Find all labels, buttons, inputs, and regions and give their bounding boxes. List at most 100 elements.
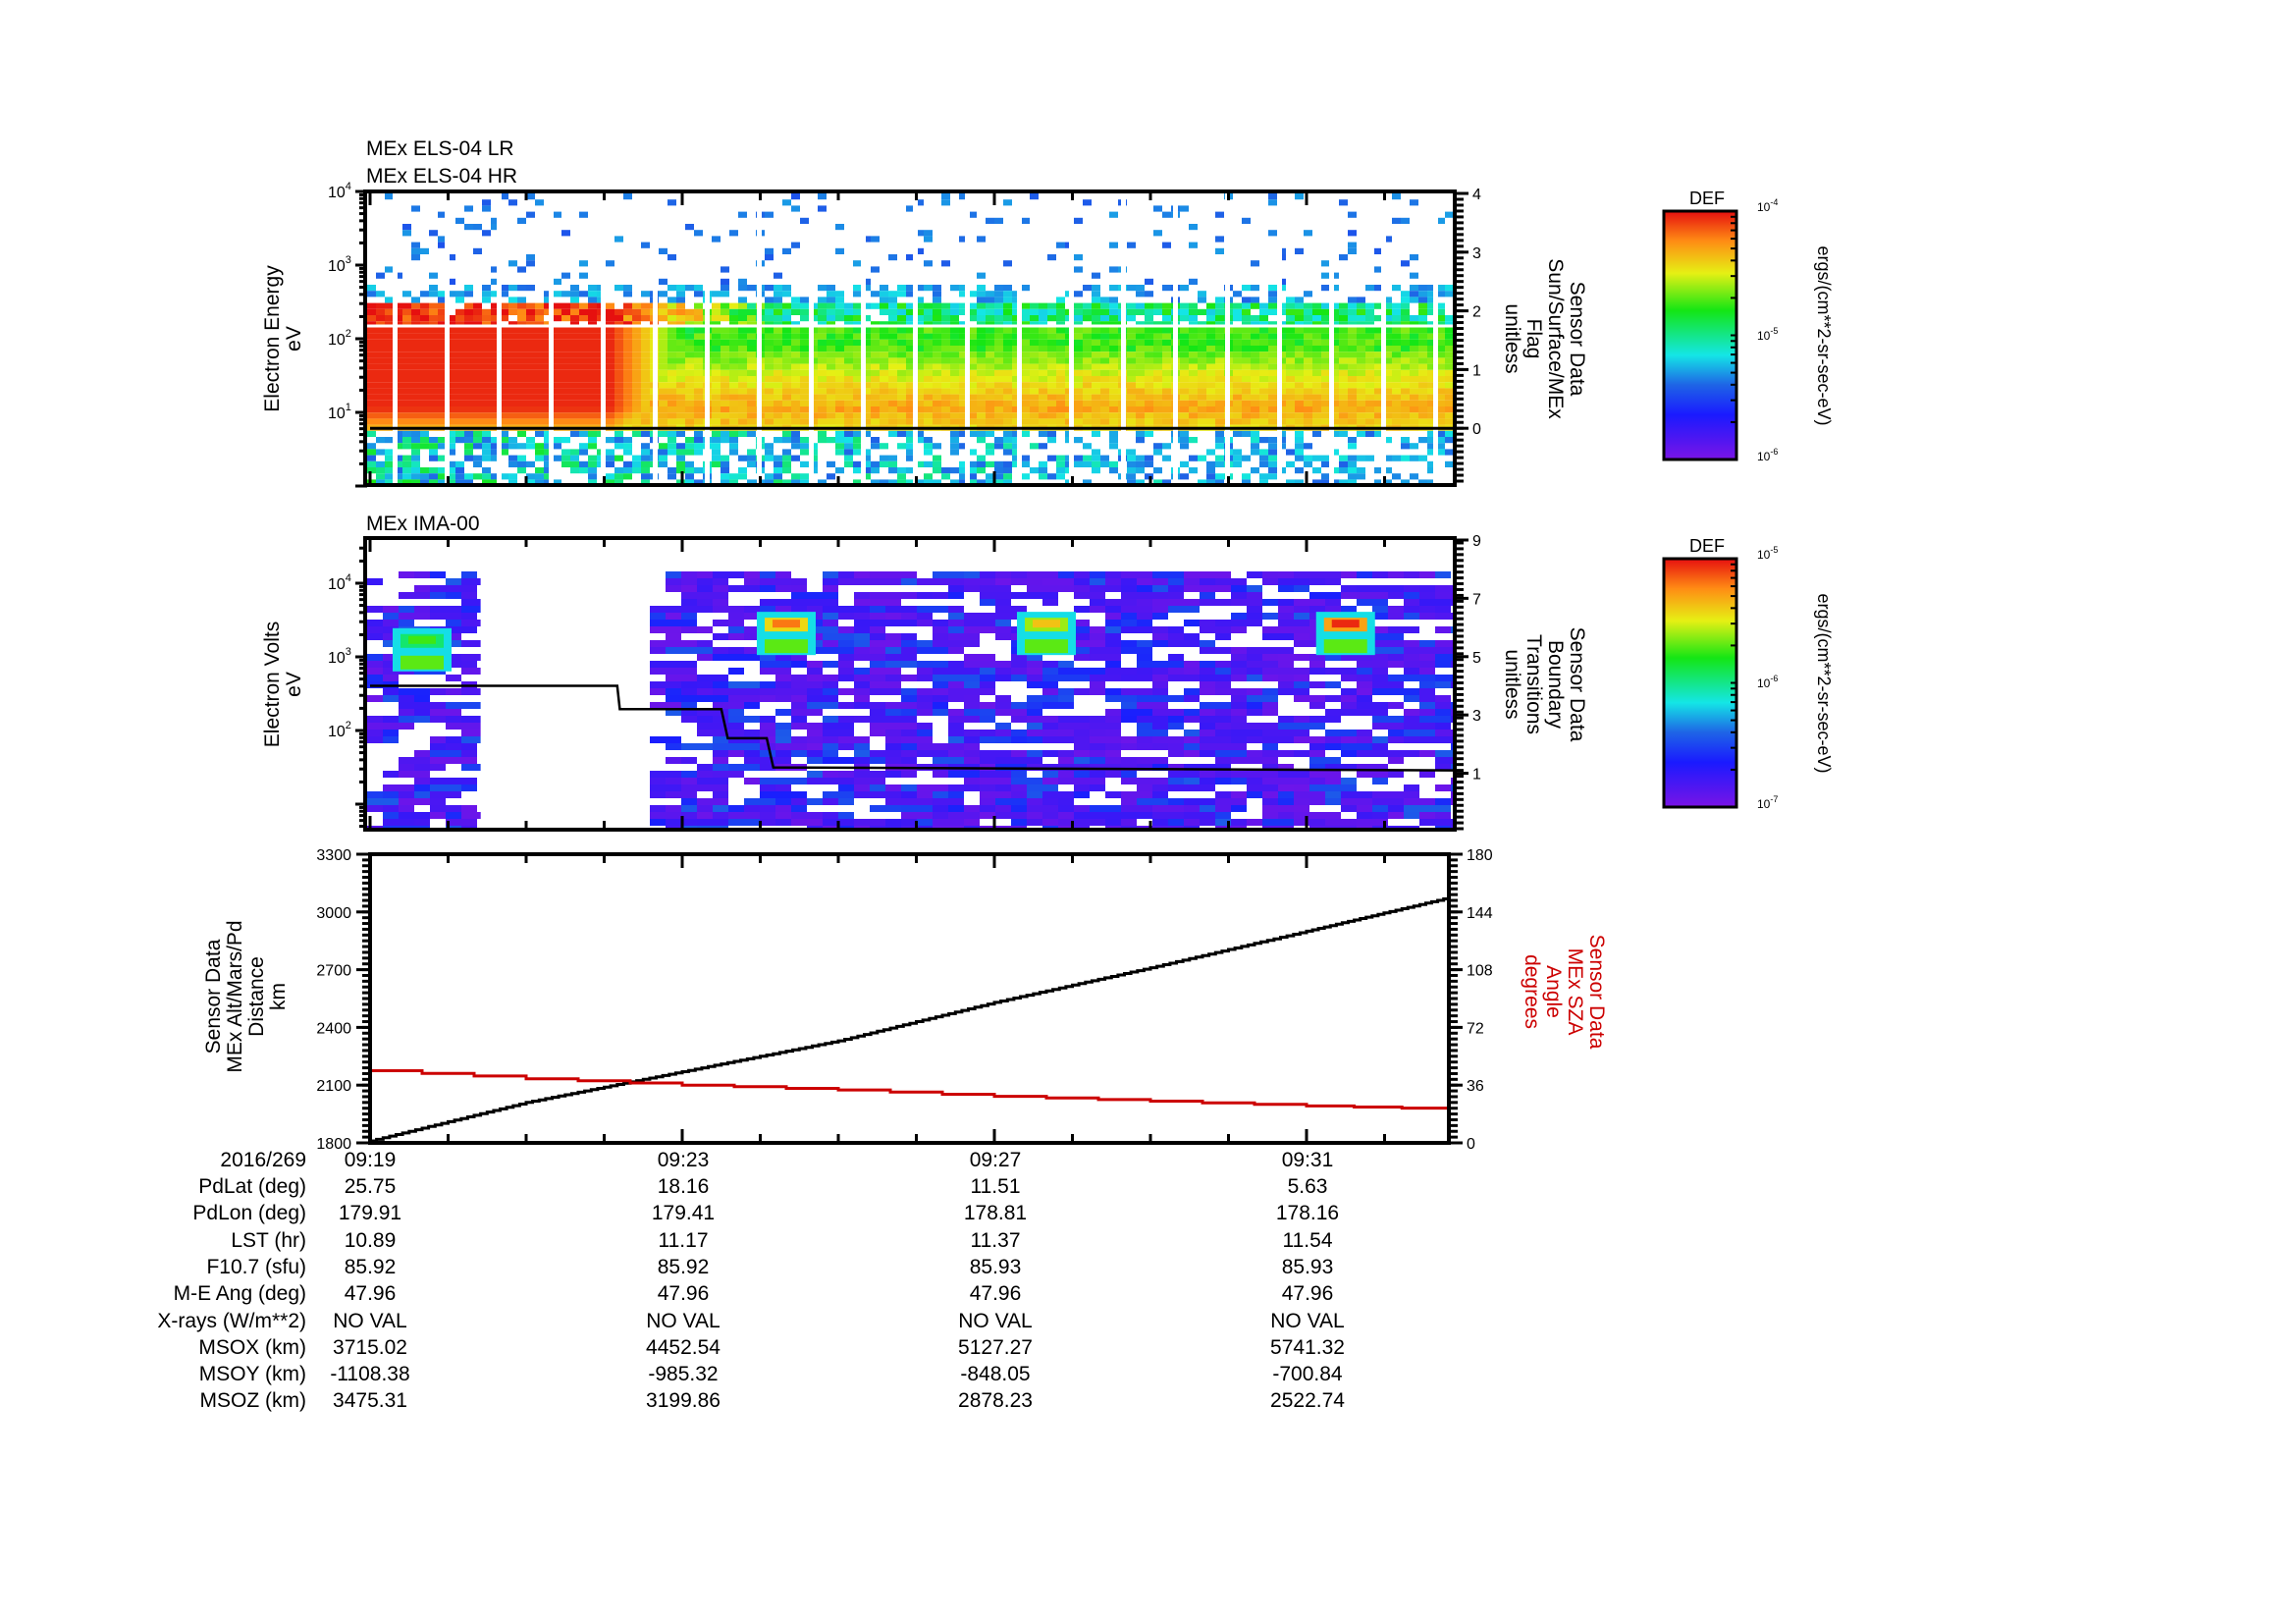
y-tick-label: 104 [328,572,351,593]
y2-tick-label: 7 [1472,591,1481,608]
colorbar-els-units: ergs/(cm**2-sr-sec-eV) [1814,245,1834,425]
ima-spectrogram [367,571,1453,829]
y2-tick-label: 144 [1467,905,1493,922]
ephemeris-row-label: MSOY (km) [198,1363,306,1386]
boundary-transitions-line [370,684,1454,772]
ephemeris-cell: 18.16 [657,1175,710,1198]
x-tick-label: 09:27 [969,1149,1022,1171]
ephemeris-row-label: MSOZ (km) [199,1389,306,1413]
els-spectrogram [367,193,1453,484]
middle-y2label-3: Transitions [1522,634,1545,734]
distance-and-sza-lines [371,897,1447,1141]
bottom-ylabel-3: Distance [245,956,268,1037]
ephemeris-cell: 85.92 [344,1255,397,1278]
middle-panel-ima: MEx IMA-00 102 103 104 1 3 5 7 9 Electron Volts… [261,513,1588,832]
top-panel-axes: 101 102 103 104 0 1 2 3 4 [328,181,1481,488]
colorbar-els: DEF 10-4 10-5 10-6 ergs/(cm**2-sr-sec-eV… [1662,189,1834,463]
ephemeris-cell: 85.93 [1281,1255,1334,1278]
middle-ylabel-2: eV [283,672,305,697]
ephemeris-cell: 11.17 [658,1228,709,1252]
y-tick-label: 103 [328,254,351,275]
top-ylabel-1: Electron Energy [261,265,284,412]
bottom-y2label-3: Angle [1542,965,1565,1018]
colorbar-ima-gradient [1662,557,1738,809]
ephemeris-cell: 3715.02 [333,1335,407,1359]
ephemeris-cell: 11.51 [970,1175,1021,1198]
y2-tick-label: 9 [1472,533,1481,550]
ephemeris-cell: 3475.31 [333,1389,407,1413]
ephemeris-cell: NO VAL [958,1309,1033,1332]
x-tick-label: 09:31 [1281,1149,1334,1171]
ephemeris-cell: 178.16 [1275,1202,1340,1225]
y-tick-label: 2700 [316,963,351,980]
y-tick-label: 102 [328,328,351,349]
y2-tick-label: 0 [1472,421,1481,438]
y-tick-label: 104 [328,181,351,201]
bottom-ylabel-4: km [267,983,290,1010]
ephemeris-cell: NO VAL [1270,1309,1345,1332]
colorbar-ima-mid: 10-6 [1757,674,1778,690]
ephemeris-cell: 25.75 [344,1175,397,1198]
ephemeris-cell: 47.96 [344,1282,397,1306]
colorbar-ima-max: 10-5 [1757,545,1778,562]
y2-tick-label: 3 [1472,708,1481,725]
y-tick-label: 102 [328,720,351,740]
y-tick-label: 103 [328,646,351,667]
colorbar-ima: DEF 10-5 10-6 10-7 ergs/(cm**2-sr-sec-eV… [1662,536,1834,811]
ephemeris-cell: 85.92 [657,1255,710,1278]
bottom-ylabel-1: Sensor Data [202,939,225,1054]
y2-tick-label: 5 [1472,650,1481,667]
y2-tick-label: 180 [1467,847,1493,864]
ephemeris-cell: 47.96 [969,1282,1022,1306]
y2-tick-label: 1 [1472,362,1481,379]
middle-panel-title: MEx IMA-00 [366,513,480,535]
y-tick-label: 3300 [316,847,351,864]
ephemeris-cell: 2522.74 [1270,1389,1345,1413]
middle-ylabel-1: Electron Volts [261,622,284,747]
x-tick-label: 09:23 [657,1149,710,1171]
ephemeris-cell: 11.54 [1282,1228,1333,1252]
ephemeris-row-label: X-rays (W/m**2) [157,1309,306,1332]
y2-tick-label: 3 [1472,245,1481,262]
middle-panel-axes: 102 103 104 1 3 5 7 9 [328,533,1481,831]
ephemeris-cell: 11.37 [970,1228,1021,1252]
ephemeris-cell: -700.84 [1272,1363,1343,1386]
ephemeris-cell: 47.96 [1281,1282,1334,1306]
ephemeris-cell: 179.41 [651,1202,716,1225]
ephemeris-row-label: F10.7 (sfu) [206,1255,306,1278]
ephemeris-date-label: 2016/269 [220,1149,306,1171]
top-ylabel-2: eV [283,326,305,352]
ephemeris-cell: 2878.23 [958,1389,1033,1413]
top-panel-els: MEx ELS-04 LR MEx ELS-04 HR 101102103104… [261,137,1588,488]
ephemeris-cell: 4452.54 [646,1335,721,1359]
colorbar-ima-min: 10-7 [1757,794,1778,811]
ephemeris-cell: 5.63 [1287,1175,1328,1198]
top-y2label-4: unitless [1501,303,1523,373]
sza-line [371,1069,1447,1110]
ephemeris-row-label: PdLat (deg) [198,1175,306,1198]
ephemeris-cell: 178.81 [963,1202,1028,1225]
ephemeris-cell: 47.96 [657,1282,710,1306]
colorbar-els-title: DEF [1689,189,1725,208]
y2-tick-label: 72 [1467,1020,1484,1037]
top-panel-title-hr: MEx ELS-04 HR [366,165,517,188]
top-y2label-1: Sensor Data [1566,282,1588,397]
colorbar-els-mid: 10-5 [1757,326,1778,343]
y-tick-label: 101 [328,402,351,422]
ephemeris-row-label: PdLon (deg) [192,1202,306,1225]
ephemeris-cell: NO VAL [646,1309,721,1332]
middle-y2label-4: unitless [1501,649,1523,719]
y2-tick-label: 108 [1467,963,1493,980]
y-tick-label: 3000 [316,905,351,922]
y-tick-label: 2400 [316,1020,351,1037]
ephemeris-cell: 10.89 [344,1228,397,1252]
x-tick-label: 09:19 [344,1149,397,1171]
bottom-panel-lines: 1800 2100 2400 2700 3000 3300 0 36 72 108 144 180 S… [202,847,1608,1153]
ephemeris-cell: 5127.27 [958,1335,1033,1359]
y-tick-label: 1800 [316,1136,351,1153]
colorbar-ima-units: ergs/(cm**2-sr-sec-eV) [1814,593,1834,773]
bottom-panel-axes: 1800 2100 2400 2700 3000 3300 0 36 72 108 144 180 [316,847,1492,1153]
ephemeris-cell: 5741.32 [1270,1335,1345,1359]
bottom-panel-frame [368,852,1451,1145]
